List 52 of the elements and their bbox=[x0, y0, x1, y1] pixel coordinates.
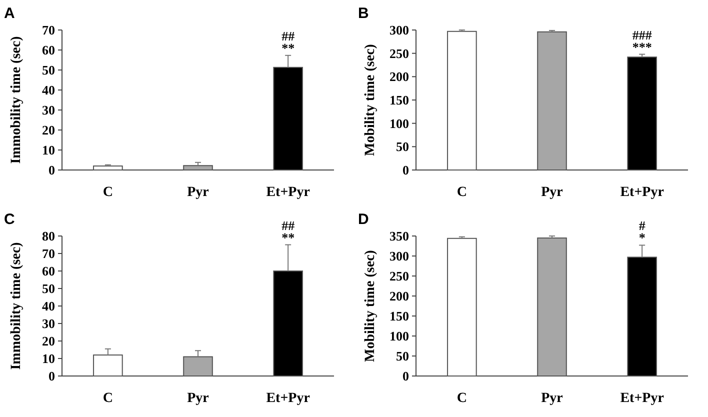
y-tick-label: 200 bbox=[390, 288, 409, 304]
y-tick-label: 150 bbox=[390, 308, 409, 324]
y-tick-label: 30 bbox=[42, 316, 55, 332]
y-tick-label: 10 bbox=[42, 142, 55, 158]
y-tick-label: 300 bbox=[390, 248, 409, 264]
x-tick-label: Pyr bbox=[187, 185, 209, 200]
y-tick-label: 350 bbox=[390, 228, 409, 244]
y-tick-label: 70 bbox=[42, 246, 55, 262]
y-axis-title: Immobility time (sec) bbox=[9, 36, 24, 164]
y-tick-label: 200 bbox=[390, 69, 409, 84]
y-tick-label: 20 bbox=[42, 334, 55, 349]
y-tick-label: 100 bbox=[390, 116, 409, 131]
x-tick-label: C bbox=[102, 185, 113, 200]
x-tick-label: Pyr bbox=[541, 185, 563, 200]
y-axis-title: Mobility time (sec) bbox=[363, 44, 378, 156]
y-tick-label: 150 bbox=[390, 92, 409, 108]
y-tick-label: 60 bbox=[42, 42, 55, 58]
y-tick-label: 50 bbox=[42, 281, 55, 296]
y-tick-label: 0 bbox=[402, 162, 409, 178]
x-tick-label: Et+Pyr bbox=[620, 391, 664, 406]
y-tick-label: 50 bbox=[42, 62, 55, 78]
chart-title: A bbox=[4, 5, 15, 22]
x-tick-label: Pyr bbox=[541, 391, 563, 406]
y-tick-label: 0 bbox=[402, 368, 409, 384]
x-tick-label: C bbox=[456, 185, 467, 200]
y-tick-label: 60 bbox=[42, 264, 55, 279]
y-tick-label: 10 bbox=[42, 351, 55, 366]
x-tick-label: Et+Pyr bbox=[266, 391, 310, 406]
x-tick-label: Et+Pyr bbox=[266, 185, 310, 200]
x-tick-label: C bbox=[102, 391, 113, 406]
y-tick-label: 250 bbox=[390, 268, 409, 284]
y-tick-label: 30 bbox=[42, 102, 55, 118]
x-tick-label: Pyr bbox=[187, 391, 209, 406]
y-tick-label: 100 bbox=[390, 328, 409, 344]
chart-title: B bbox=[358, 5, 369, 22]
y-tick-label: 50 bbox=[396, 139, 409, 154]
y-tick-label: 80 bbox=[42, 228, 55, 244]
y-axis-title: Mobility time (sec) bbox=[363, 250, 378, 362]
y-tick-label: 20 bbox=[42, 122, 55, 138]
y-tick-label: 250 bbox=[390, 46, 409, 61]
y-tick-label: 40 bbox=[42, 82, 55, 98]
y-tick-label: 70 bbox=[42, 22, 55, 38]
y-tick-label: 40 bbox=[42, 298, 55, 314]
x-tick-label: Et+Pyr bbox=[620, 185, 664, 200]
chart-title: D bbox=[358, 211, 369, 228]
y-axis-title: Immobility time (sec) bbox=[9, 242, 24, 370]
chart-title: C bbox=[4, 211, 15, 228]
y-tick-label: 50 bbox=[396, 348, 409, 364]
y-tick-label: 0 bbox=[48, 368, 55, 384]
y-tick-label: 300 bbox=[390, 22, 409, 38]
x-tick-label: C bbox=[456, 391, 467, 406]
y-tick-label: 0 bbox=[48, 162, 55, 178]
